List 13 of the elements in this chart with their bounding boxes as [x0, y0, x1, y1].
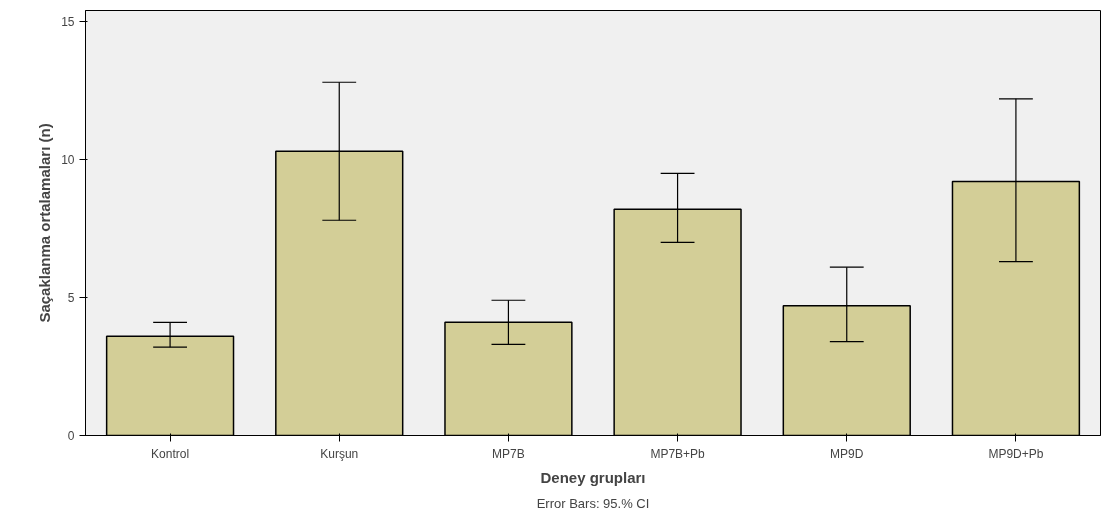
y-tick-label: 5	[67, 291, 75, 306]
y-axis-title: Saçaklanma ortalamaları (n)	[36, 123, 54, 323]
x-tick-label: Kontrol	[151, 446, 190, 461]
x-tick-label: Kurşun	[320, 446, 359, 461]
x-tick-label: MP7B	[492, 446, 525, 461]
y-tick-label: 15	[61, 15, 75, 30]
y-tick-label: 0	[67, 429, 75, 443]
x-tick-label: MP9D	[830, 446, 864, 461]
text: Error Bars: 95.% CI	[536, 495, 650, 511]
x-axis-title: Deney grupları	[540, 468, 646, 486]
x-tick-label: MP7B+Pb	[650, 446, 706, 461]
x-tick-label: MP9D+Pb	[988, 446, 1044, 461]
y-tick-label: 10	[61, 153, 75, 168]
